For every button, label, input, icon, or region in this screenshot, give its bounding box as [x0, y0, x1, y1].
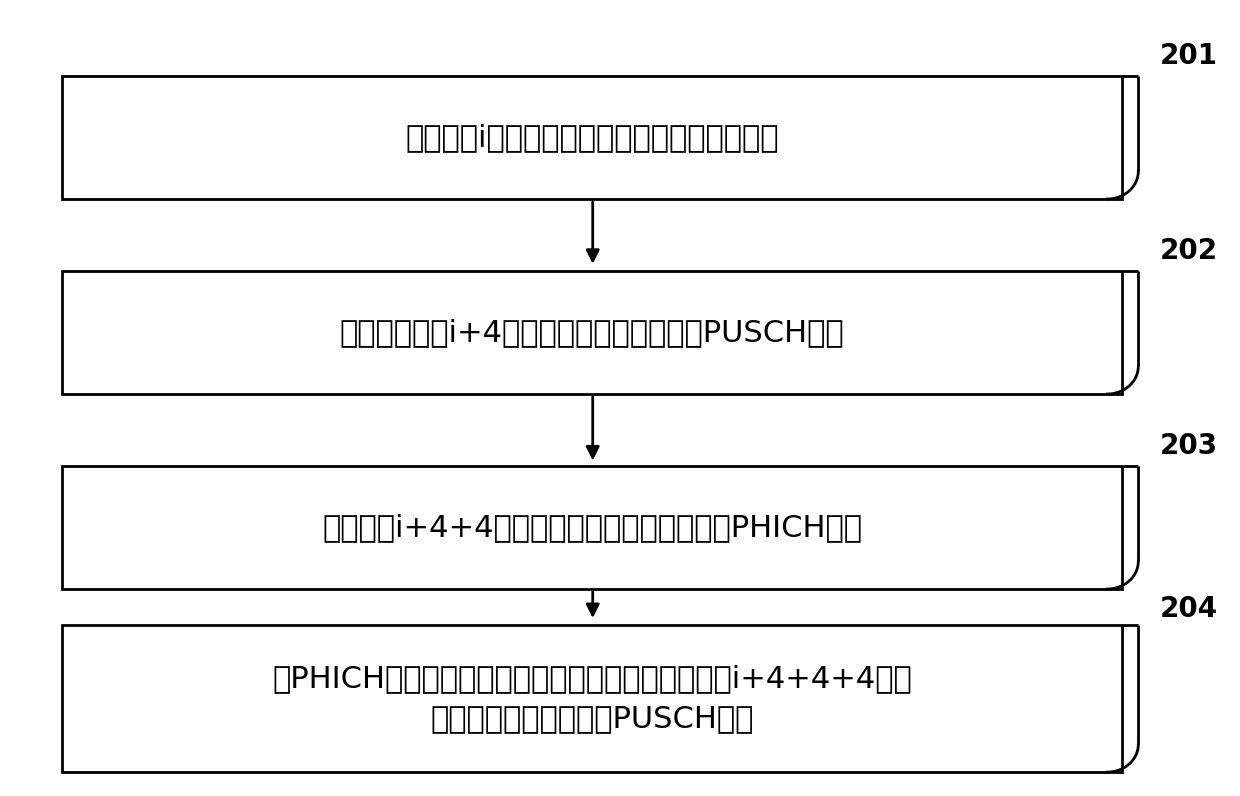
Bar: [62, 271, 1122, 394]
Text: 203: 203: [1159, 431, 1218, 460]
Text: 基站在第i个下行子帧向用户终端发送指示信息: 基站在第i个下行子帧向用户终端发送指示信息: [405, 123, 779, 152]
Bar: [62, 466, 1122, 589]
Text: 204: 204: [1159, 595, 1218, 623]
Bar: [62, 625, 1122, 772]
Text: 基站在第i+4+4个下行子帧上向用户终端发送PHICH信息: 基站在第i+4+4个下行子帧上向用户终端发送PHICH信息: [322, 513, 862, 542]
Text: 用户终端在第i+4个上行子帧上向基站发送PUSCH信息: 用户终端在第i+4个上行子帧上向基站发送PUSCH信息: [340, 318, 844, 347]
Text: 201: 201: [1159, 41, 1218, 70]
Bar: [62, 76, 1122, 199]
Text: 202: 202: [1159, 236, 1218, 265]
Text: 若PHICH信息中包括否定应答消息，则用户终端在第i+4+4+4个上
行子帧上重新发送所述PUSCH信息: 若PHICH信息中包括否定应答消息，则用户终端在第i+4+4+4个上 行子帧上重…: [273, 664, 911, 733]
